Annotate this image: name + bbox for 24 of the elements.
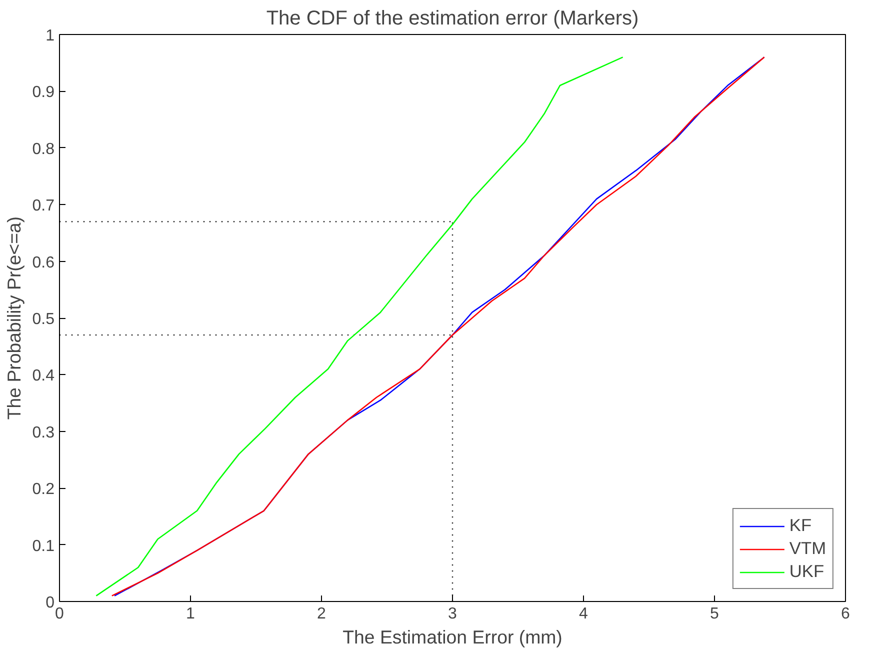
chart-title: The CDF of the estimation error (Markers)	[266, 8, 639, 30]
legend-label: VTM	[789, 538, 826, 559]
y-tick-label: 0.9	[32, 84, 55, 102]
line-series	[96, 56, 624, 596]
y-tick-label: 0	[46, 594, 55, 612]
y-tick-label: 0.5	[32, 311, 55, 328]
x-axis-title: The Estimation Error (mm)	[342, 626, 562, 648]
y-tick-label: 0.7	[32, 198, 55, 215]
x-tick-label: 6	[841, 606, 850, 622]
y-tick-label: 0.3	[32, 424, 55, 442]
x-tick-label: 4	[579, 606, 588, 622]
x-tick-label: 1	[186, 606, 196, 622]
y-tick-label: 1	[46, 28, 55, 44]
x-tick-label: 5	[710, 606, 720, 622]
x-tick-label: 2	[317, 606, 326, 622]
legend-label: KF	[789, 515, 812, 536]
y-axis-title: The Probability Pr(e<=a)	[3, 216, 24, 420]
legend-label: UKF	[789, 561, 824, 582]
y-tick-label: 0.4	[32, 368, 55, 385]
y-tick-label: 0.2	[32, 481, 55, 498]
y-tick-label: 0.1	[32, 538, 55, 555]
y-tick-label: 0.6	[32, 254, 55, 272]
x-tick-label: 3	[448, 606, 458, 622]
y-tick-label: 0.8	[32, 140, 55, 158]
